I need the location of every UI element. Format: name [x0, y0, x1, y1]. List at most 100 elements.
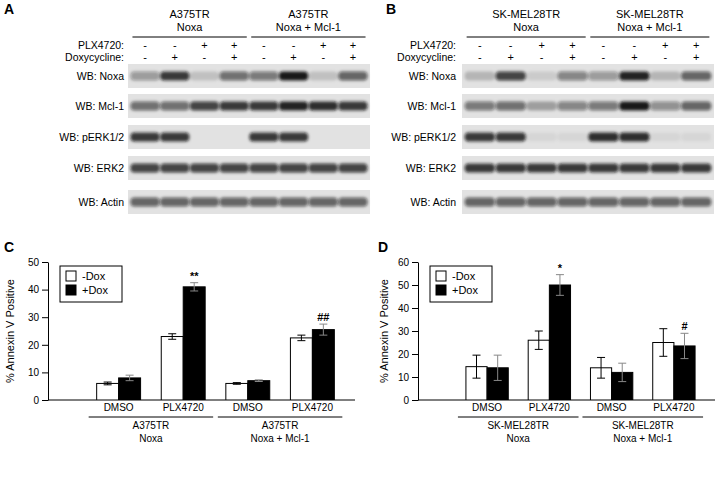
error-cap [556, 295, 564, 296]
legend-label: -Dox [452, 270, 476, 282]
y-tick-label: 10 [398, 372, 410, 383]
group-underline [132, 37, 246, 38]
group-label: Noxa [139, 433, 163, 444]
blot-strip [462, 190, 714, 214]
blot-band [557, 133, 587, 142]
bar [248, 381, 270, 400]
y-tick-label: 50 [28, 257, 40, 268]
legend-swatch [66, 285, 76, 295]
bar [312, 330, 334, 400]
error-bar [190, 283, 198, 291]
blot-band [588, 102, 618, 111]
y-axis-title: % Annexin V Positive [4, 279, 16, 383]
legend-swatch [436, 285, 446, 295]
x-tick: DMSO [233, 400, 263, 413]
panel-letter: D [378, 239, 388, 255]
y-tick-label: 40 [28, 284, 40, 295]
condition-sign: + [569, 51, 575, 63]
panel-letter: B [386, 1, 396, 17]
error-stem [497, 355, 498, 380]
condition-sign: + [662, 39, 668, 51]
error-bar [104, 382, 112, 385]
blot-band [465, 164, 495, 173]
blot-band [130, 133, 159, 142]
error-bar [297, 335, 305, 341]
blot-band [557, 72, 587, 81]
blot-band [130, 164, 159, 173]
error-bar [233, 383, 241, 385]
error-stem [538, 331, 539, 349]
blot-band [650, 72, 680, 81]
x-tick: DMSO [597, 400, 627, 413]
blot-band [249, 133, 278, 142]
group-header: Noxa + Mcl-1 [276, 21, 341, 33]
group-header: Noxa [513, 21, 540, 33]
error-cap [168, 333, 176, 334]
y-tick: 50 [398, 280, 418, 291]
group-underline [467, 37, 586, 38]
error-cap [190, 282, 198, 283]
blot-band [279, 72, 308, 81]
y-tick-label: 40 [398, 303, 410, 314]
y-tick-mark [412, 400, 418, 401]
blot-band [190, 164, 219, 173]
blot-panel: BSK-MEL28TRNoxaSK-MEL28TRNoxa + Mcl-1PLX… [386, 1, 714, 214]
group-label: Noxa + Mcl-1 [613, 433, 673, 444]
blot-strip [462, 125, 714, 149]
error-stem [172, 334, 173, 340]
panel-letter: A [4, 1, 14, 17]
row-label: WB: ERK2 [74, 162, 124, 174]
blot-band [190, 102, 219, 111]
error-bar [494, 355, 502, 380]
condition-sign: + [693, 39, 699, 51]
blot-strip [128, 125, 370, 149]
blot-strip [462, 64, 714, 88]
blot-band [309, 102, 338, 111]
row-label: WB: pERK1/2 [59, 131, 124, 143]
blot-band [190, 133, 219, 142]
bar [183, 287, 205, 400]
blot-band [309, 72, 338, 81]
blot-strip [128, 190, 370, 214]
significance: * [558, 262, 563, 274]
group-header: SK-MEL28TR [616, 8, 684, 20]
blot-band [220, 164, 249, 173]
error-cap [319, 335, 327, 336]
bar [161, 337, 183, 400]
x-tick: PLX4720 [653, 400, 695, 413]
condition-sign: - [143, 51, 147, 63]
error-cap [104, 382, 112, 383]
condition-sign: - [633, 39, 637, 51]
error-stem [476, 355, 477, 378]
condition-sign: - [143, 39, 147, 51]
blot-band [496, 133, 526, 142]
blot-band [465, 72, 495, 81]
condition-sign: - [663, 51, 667, 63]
error-bar [535, 331, 543, 349]
blot-band [190, 198, 219, 207]
error-cap [190, 290, 198, 291]
blot-band [526, 72, 556, 81]
group-label: A375TR [133, 420, 170, 431]
blot-band [130, 72, 159, 81]
row-label: WB: Noxa [409, 70, 456, 82]
blot-band [681, 198, 711, 207]
blot-band [496, 164, 526, 173]
group-underline [218, 417, 343, 418]
blot-band [681, 102, 711, 111]
blot-band [681, 164, 711, 173]
condition-sign: + [538, 39, 544, 51]
bar [119, 378, 141, 400]
legend-swatch [436, 271, 446, 281]
x-tick-label: PLX4720 [653, 402, 695, 413]
condition-sign: - [173, 39, 177, 51]
legend-label: +Dox [452, 284, 478, 296]
blot-band [650, 102, 680, 111]
row-label: WB: Actin [410, 196, 456, 208]
blot-band [279, 164, 308, 173]
blot-band [526, 102, 556, 111]
blot-band [557, 198, 587, 207]
error-bar [618, 363, 626, 381]
blot-band [619, 198, 649, 207]
error-cap [473, 378, 481, 379]
